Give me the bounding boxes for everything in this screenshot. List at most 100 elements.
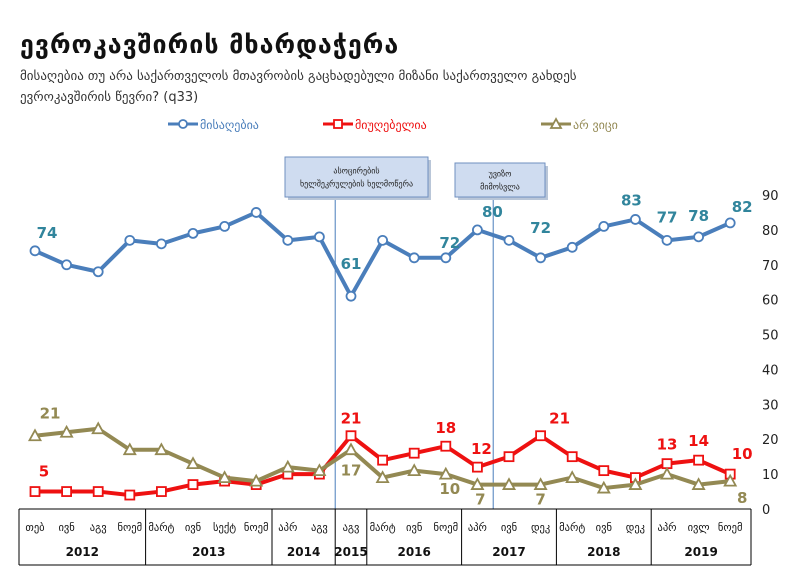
x-tick-label: ნოემ xyxy=(118,522,143,534)
legend-label: მისაღებია xyxy=(200,118,259,132)
data-label: 7 xyxy=(475,491,485,509)
data-point xyxy=(693,454,704,466)
annotation-box xyxy=(284,156,429,198)
data-label: 72 xyxy=(530,219,551,237)
data-point xyxy=(693,231,704,243)
x-tick-label: დეკ xyxy=(531,522,550,534)
data-point xyxy=(596,480,611,494)
data-point xyxy=(535,430,546,442)
data-point xyxy=(470,477,485,490)
year-label: 2014 xyxy=(287,545,320,559)
data-point xyxy=(61,486,72,497)
legend-marker xyxy=(178,119,188,129)
data-point xyxy=(92,486,104,497)
data-point xyxy=(628,477,643,490)
data-point xyxy=(377,234,389,246)
data-label: 10 xyxy=(732,445,753,463)
series-line xyxy=(34,210,732,299)
data-point xyxy=(408,252,420,264)
data-label: 18 xyxy=(435,419,456,437)
data-label: 21 xyxy=(341,410,362,428)
data-point xyxy=(659,466,675,480)
data-point xyxy=(249,473,264,487)
data-point xyxy=(250,207,262,218)
data-point xyxy=(440,252,452,264)
data-point xyxy=(503,234,515,246)
data-point xyxy=(377,454,389,466)
x-tick-label: ნოემ xyxy=(718,522,743,534)
data-label: 13 xyxy=(657,436,678,454)
y-tick-label: 80 xyxy=(762,224,779,239)
data-point xyxy=(565,470,580,484)
year-label: 2019 xyxy=(684,545,717,559)
x-tick-label: ივნ xyxy=(501,522,517,534)
data-label: 17 xyxy=(341,462,362,480)
data-point xyxy=(92,266,104,278)
x-tick-label: მარტ xyxy=(370,522,396,534)
data-label: 12 xyxy=(471,440,492,458)
y-tick-label: 30 xyxy=(762,398,779,413)
data-point xyxy=(155,238,167,250)
year-label: 2016 xyxy=(397,545,430,559)
annotation-box xyxy=(454,162,546,198)
legend-marker xyxy=(333,119,343,129)
data-point xyxy=(59,424,74,438)
data-label: 8 xyxy=(737,489,747,507)
data-label: 21 xyxy=(549,410,570,428)
data-point xyxy=(29,245,41,257)
data-point xyxy=(122,442,137,456)
data-point xyxy=(312,463,327,477)
data-point xyxy=(61,259,72,271)
data-point xyxy=(187,479,199,490)
data-label: 74 xyxy=(37,224,58,242)
data-point xyxy=(533,477,548,490)
annotation-text: მიმოსვლა xyxy=(480,182,520,192)
x-tick-label: აგვ xyxy=(343,522,360,534)
data-point xyxy=(185,456,201,470)
data-point xyxy=(598,465,610,477)
legend-marker xyxy=(549,117,563,129)
data-label: 78 xyxy=(688,207,709,225)
data-point xyxy=(29,486,41,497)
data-point xyxy=(471,224,483,236)
y-tick-label: 0 xyxy=(762,503,770,518)
x-tick-label: ნოემ xyxy=(244,522,269,534)
x-tick-label: ივნ xyxy=(596,522,612,534)
annotation-text: ხელშეკრულების ხელმოწერა xyxy=(300,179,413,189)
data-label: 21 xyxy=(40,405,61,423)
data-point xyxy=(535,252,546,264)
y-tick-label: 10 xyxy=(762,468,779,483)
data-point xyxy=(345,430,357,442)
data-label: 5 xyxy=(39,463,49,481)
y-tick-label: 60 xyxy=(762,294,779,309)
data-label: 61 xyxy=(341,255,362,273)
data-point xyxy=(124,489,136,501)
x-tick-label: აგვ xyxy=(90,522,107,534)
data-point xyxy=(345,290,357,302)
data-point xyxy=(438,466,453,480)
year-label: 2018 xyxy=(587,545,620,559)
data-point xyxy=(27,428,43,442)
data-point xyxy=(155,486,167,497)
x-tick-label: ივნ xyxy=(185,522,201,534)
x-tick-label: სექტ xyxy=(213,522,236,534)
x-tick-label: ივნ xyxy=(406,522,422,534)
x-tick-label: ივნ xyxy=(58,522,74,534)
data-label: 82 xyxy=(732,198,753,216)
data-point xyxy=(723,473,738,487)
data-point xyxy=(91,421,106,435)
data-point xyxy=(187,227,199,239)
year-label: 2017 xyxy=(492,545,525,559)
data-point xyxy=(154,442,169,456)
x-tick-label: დეკ xyxy=(626,522,645,534)
data-point xyxy=(630,214,641,225)
annotation-text: ასოცირების xyxy=(333,166,379,176)
data-label: 14 xyxy=(688,432,709,450)
year-label: 2013 xyxy=(192,545,225,559)
data-point xyxy=(282,234,294,246)
data-label: 10 xyxy=(439,480,460,498)
data-point xyxy=(313,231,325,243)
data-point xyxy=(217,470,232,484)
x-tick-label: აპრ xyxy=(468,522,487,534)
